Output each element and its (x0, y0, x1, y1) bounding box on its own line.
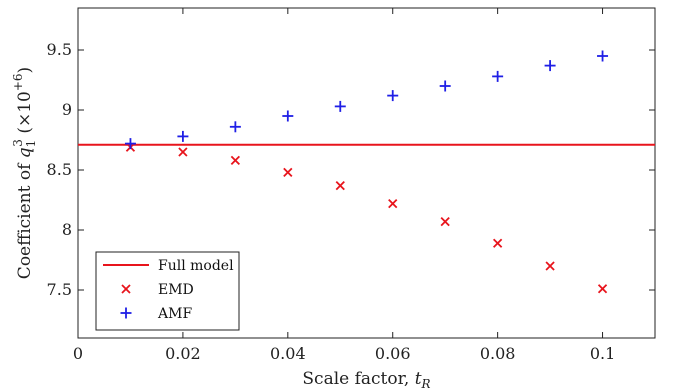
y-tick-label: 8 (62, 220, 72, 239)
emd-point (283, 167, 293, 178)
emd-point (388, 198, 398, 209)
amf-point (177, 130, 189, 142)
y-axis-ticks: 7.5 8 8.5 9 9.5 (47, 40, 655, 299)
legend-label-full-model: Full model (158, 258, 234, 274)
amf-point (124, 138, 136, 150)
legend-swatch-emd (121, 284, 131, 294)
amf-point (492, 70, 504, 82)
legend-entries: Full model EMD AMF (103, 258, 234, 322)
x-tick-label: 0.08 (480, 344, 516, 363)
y-tick-label: 7.5 (47, 280, 72, 299)
legend-label-emd: EMD (158, 282, 194, 298)
x-axis-ticks: 0 0.02 0.04 0.06 0.08 0.1 (73, 8, 615, 363)
y-axis-label: Coefficient of q13 (×10+6) (11, 67, 38, 279)
amf-point (334, 100, 346, 112)
emd-point (178, 147, 188, 157)
emd-point (335, 180, 345, 191)
amf-point (282, 110, 294, 122)
x-tick-label: 0.1 (590, 344, 615, 363)
amf-point (387, 90, 399, 102)
y-tick-label: 9.5 (47, 40, 72, 59)
x-tick-label: 0.06 (375, 344, 411, 363)
emd-point (597, 284, 608, 294)
amf-point (597, 50, 609, 62)
x-tick-label: 0.02 (165, 344, 201, 363)
emd-point (230, 155, 241, 166)
emd-point (545, 261, 555, 271)
amf-point (439, 80, 451, 92)
legend: Full model EMD AMF (95, 251, 240, 331)
amf-point (229, 121, 241, 133)
legend-swatch-amf (120, 307, 132, 319)
y-tick-label: 9 (62, 100, 72, 119)
emd-point (440, 216, 450, 227)
legend-label-amf: AMF (157, 306, 192, 322)
data-points (124, 50, 609, 294)
emd-point (492, 238, 503, 248)
x-tick-label: 0.04 (270, 344, 306, 363)
x-tick-label: 0 (73, 344, 83, 363)
y-tick-label: 8.5 (47, 160, 72, 179)
x-axis-label: Scale factor, tR (302, 369, 430, 391)
amf-point (544, 60, 556, 72)
